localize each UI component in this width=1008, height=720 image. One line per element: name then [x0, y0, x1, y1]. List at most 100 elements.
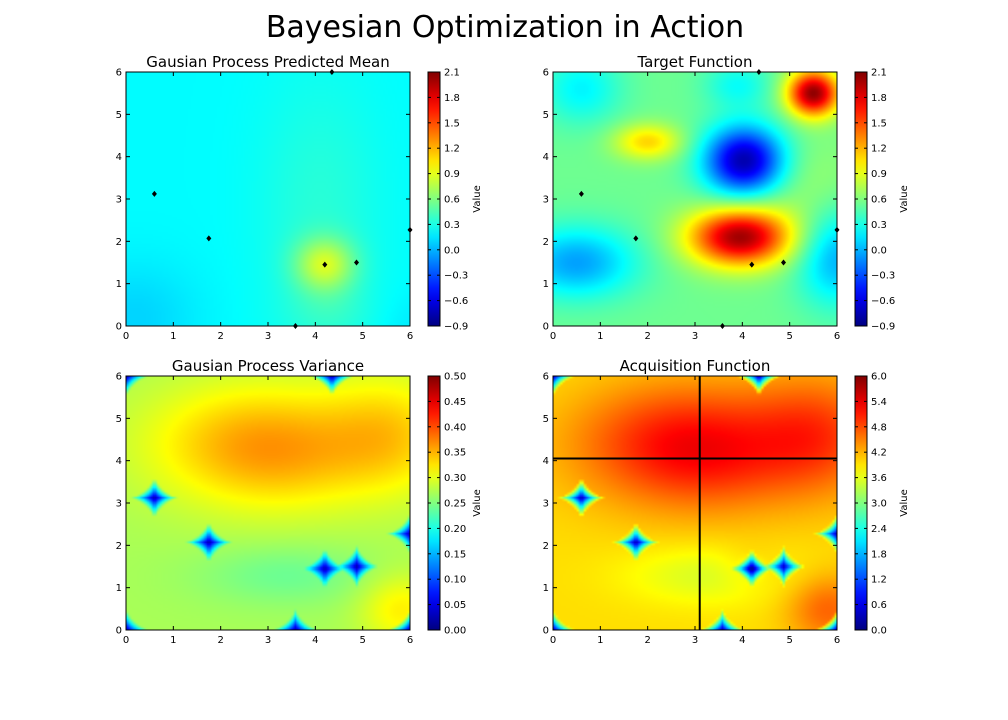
y-tick-label: 5 — [543, 414, 549, 425]
x-tick-label: 2 — [644, 635, 650, 646]
sample-point — [781, 259, 787, 266]
sample-point — [633, 235, 639, 242]
colorbar-label: Value — [472, 489, 483, 516]
x-tick-label: 6 — [407, 331, 413, 342]
y-tick-label: 0 — [543, 626, 549, 637]
subplot-title: Gausian Process Variance — [172, 357, 364, 375]
colorbar-label: Value — [472, 185, 483, 212]
colorbar-tick-label: 2.4 — [871, 524, 887, 535]
colorbar-tick-label: 0.20 — [444, 524, 466, 535]
colorbar-tick-label: 1.2 — [871, 575, 887, 586]
colorbar-tick-label: 4.2 — [871, 448, 887, 459]
y-tick-label: 6 — [116, 372, 122, 383]
colorbar-tick-label: 2.1 — [444, 68, 460, 79]
y-tick-label: 5 — [116, 414, 122, 425]
y-tick-label: 2 — [116, 237, 122, 248]
x-tick-label: 6 — [834, 331, 840, 342]
sample-point — [322, 261, 328, 268]
colorbar-tick-label: 0.0 — [871, 626, 887, 637]
colorbar-tick-label: 1.5 — [444, 118, 460, 129]
colorbar-tick-label: 1.8 — [871, 93, 887, 104]
subplot-title: Target Function — [637, 53, 753, 71]
sample-point — [719, 323, 725, 329]
heatmap-image — [126, 72, 410, 326]
y-tick-label: 6 — [543, 372, 549, 383]
x-tick-label: 0 — [123, 635, 129, 646]
y-tick-label: 6 — [543, 68, 549, 79]
x-tick-label: 0 — [123, 331, 129, 342]
y-tick-label: 3 — [543, 195, 549, 206]
y-tick-label: 0 — [116, 322, 122, 333]
colorbar-tick-label: −0.3 — [444, 271, 468, 282]
colorbar-tick-label: −0.9 — [444, 322, 468, 333]
sample-point — [407, 226, 413, 233]
x-tick-label: 3 — [692, 635, 698, 646]
sample-point — [206, 235, 212, 242]
colorbar-tick-label: −0.9 — [871, 322, 895, 333]
colorbar-tick-label: 1.8 — [444, 93, 460, 104]
y-tick-label: 2 — [116, 541, 122, 552]
x-tick-label: 3 — [692, 331, 698, 342]
y-tick-label: 1 — [543, 583, 549, 594]
colorbar-tick-label: −0.6 — [871, 296, 895, 307]
colorbar-tick-label: 3.6 — [871, 473, 887, 484]
colorbar-tick-label: 0.40 — [444, 422, 466, 433]
y-tick-label: 6 — [116, 68, 122, 79]
colorbar-label: Value — [899, 489, 910, 516]
subplot-2: Target Function 0 1 2 3 4 5 6 0 1 2 3 4 5 6 −0.9 −0.6 −0.… — [543, 53, 910, 342]
y-tick-label: 5 — [543, 110, 549, 121]
colorbar-tick-label: 0.6 — [444, 195, 460, 206]
colorbar-tick-label: 0.0 — [444, 245, 460, 256]
heatmap-image — [553, 72, 837, 326]
subplot-4: Acquisition Function 0 1 2 3 4 5 6 0 1 2 3 4 5 6 0.0 0.6… — [543, 357, 910, 646]
colorbar-tick-label: −0.6 — [444, 296, 468, 307]
y-tick-label: 4 — [116, 456, 122, 467]
y-tick-label: 4 — [116, 152, 122, 163]
x-tick-label: 6 — [407, 635, 413, 646]
heatmap-image — [553, 376, 837, 630]
x-tick-label: 5 — [359, 635, 365, 646]
x-tick-label: 2 — [217, 635, 223, 646]
x-tick-label: 0 — [550, 635, 556, 646]
figure-title: Bayesian Optimization in Action — [266, 10, 744, 45]
y-tick-label: 4 — [543, 456, 549, 467]
x-tick-label: 0 — [550, 331, 556, 342]
sample-point — [329, 69, 335, 75]
colorbar-tick-label: 1.2 — [871, 144, 887, 155]
subplot-1: Gausian Process Predicted Mean 0 1 2 3 4 5 6 0 1 2… — [116, 53, 483, 342]
y-tick-label: 3 — [116, 195, 122, 206]
sample-point — [292, 323, 298, 329]
x-tick-label: 3 — [265, 331, 271, 342]
x-tick-label: 5 — [786, 331, 792, 342]
colorbar-tick-label: 0.0 — [871, 245, 887, 256]
colorbar-tick-label: 3.0 — [871, 499, 887, 510]
subplot-3: Gausian Process Variance 0 1 2 3 4 5 6 0 1 2 3 4 5 6 0.… — [116, 357, 483, 646]
colorbar-tick-label: 0.15 — [444, 549, 466, 560]
x-tick-label: 4 — [312, 331, 318, 342]
subplot-title: Gausian Process Predicted Mean — [146, 53, 390, 71]
x-tick-label: 5 — [359, 331, 365, 342]
colorbar-tick-label: 0.00 — [444, 626, 466, 637]
colorbar-tick-label: 0.50 — [444, 372, 466, 383]
y-tick-label: 2 — [543, 237, 549, 248]
colorbar-tick-label: 1.5 — [871, 118, 887, 129]
colorbar-tick-label: 0.35 — [444, 448, 466, 459]
sample-point — [834, 226, 840, 233]
colorbar-tick-label: −0.3 — [871, 271, 895, 282]
colorbar-tick-label: 0.9 — [444, 169, 460, 180]
y-tick-label: 4 — [543, 152, 549, 163]
sample-point — [151, 190, 157, 197]
x-tick-label: 1 — [170, 331, 176, 342]
x-tick-label: 4 — [739, 331, 745, 342]
colorbar-tick-label: 0.25 — [444, 499, 466, 510]
y-tick-label: 0 — [116, 626, 122, 637]
heatmap-image — [126, 376, 410, 630]
subplot-title: Acquisition Function — [620, 357, 771, 375]
colorbar-tick-label: 0.3 — [871, 220, 887, 231]
sample-point — [749, 261, 755, 268]
colorbar-tick-label: 1.8 — [871, 549, 887, 560]
y-tick-label: 3 — [116, 499, 122, 510]
colorbar-tick-label: 0.6 — [871, 600, 887, 611]
sample-point — [756, 69, 762, 75]
